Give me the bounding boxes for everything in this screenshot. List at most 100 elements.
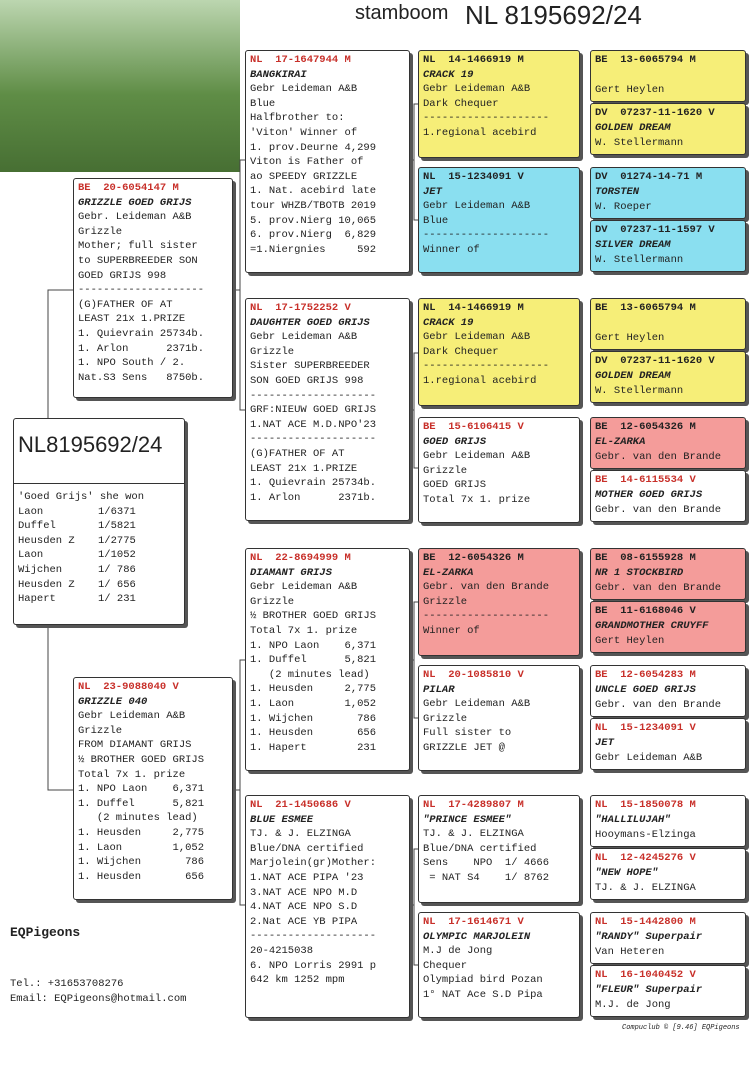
card-line: 6. prov.Nierg 6,829	[250, 229, 377, 242]
card-line: 6. NPO Lorris 2991 p	[250, 959, 377, 972]
pedigree-card: BE 12-6054326 M EL-ZARKA Gebr. van den Bra…	[418, 548, 580, 656]
pigeon-name: "PRINCE ESMEE"	[423, 813, 512, 826]
card-line: Van Heteren	[595, 946, 665, 958]
ring-number: BE 13-6065794 M	[595, 54, 696, 66]
card-line: 1. Duffel 5,821	[78, 797, 205, 810]
card-line: Gebr Leideman A&B	[250, 581, 358, 594]
card-line: 1. Quievrain 25734b.	[250, 477, 377, 490]
card-line: GOED GRIJS 998	[78, 269, 167, 282]
pigeon-name: MOTHER GOED GRIJS	[595, 489, 703, 501]
ring-number: BE 13-6065794 M	[595, 302, 696, 314]
card-line: --------------------	[250, 930, 377, 943]
pigeon-name: GRIZZLE 040	[78, 695, 148, 708]
card-line: Gert Heylen	[595, 84, 665, 96]
pigeon-name: EL-ZARKA	[423, 566, 474, 579]
card-line: FROM DIAMANT GRIJS	[78, 739, 192, 752]
card-line: GRIZZLE JET @	[423, 741, 505, 754]
card-line: 1.regional acebird	[423, 374, 537, 387]
pigeon-name: BLUE ESMEE	[250, 813, 314, 826]
result-value: 1/1052	[98, 549, 136, 562]
result-value: 1/ 786	[98, 563, 136, 576]
card-line: --------------------	[250, 389, 377, 402]
card-line: Gert Heylen	[595, 635, 665, 647]
card-line: tour WHZB/TBOTB 2019	[250, 199, 377, 212]
pedigree-card: BE 12-6054283 M UNCLE GOED GRIJS Gebr. van…	[590, 665, 746, 717]
pedigree-card: NL 17-1647944 M BANGKIRAI Gebr Leideman A&…	[245, 50, 410, 273]
result-row: Duffel 1/5821	[18, 519, 180, 534]
pigeon-name: OLYMPIC MARJOLEIN	[423, 930, 531, 943]
card-line: Blue/DNA certified	[423, 842, 537, 855]
pedigree-card: NL 23-9088040 V GRIZZLE 040 Gebr Leideman …	[73, 677, 233, 900]
card-line: 1. Heusden 2,775	[250, 683, 377, 696]
result-value: 1/6371	[98, 505, 136, 518]
card-line: 1. Heusden 2,775	[78, 826, 205, 839]
pigeon-name: EL-ZARKA	[595, 436, 646, 448]
card-line: --------------------	[250, 433, 377, 446]
card-line: 3.NAT ACE NPO M.D	[250, 886, 358, 899]
card-line: Total 7x 1. prize	[78, 768, 186, 781]
pedigree-card: NL 15-1234091 V JET Gebr Leideman A&B Blue -…	[418, 167, 580, 273]
pedigree-card: NL 17-1614671 V OLYMPIC MARJOLEIN M.J de J…	[418, 912, 580, 1018]
card-line: Dark Chequer	[423, 97, 499, 110]
card-line: W. Stellermann	[595, 137, 684, 149]
spacer	[595, 316, 741, 331]
card-line: 1. NPO Laon 6,371	[78, 783, 205, 796]
ring-number: BE 12-6054283 M	[595, 669, 696, 681]
card-line: = NAT S4 1/ 8762	[423, 871, 550, 884]
pigeon-name: GOLDEN DREAM	[595, 370, 671, 382]
pedigree-card: DV 07237-11-1597 V SILVER DREAM W. Steller…	[590, 220, 746, 272]
ring-number: DV 07237-11-1620 V	[595, 355, 715, 367]
ring-number: NL 12-4245276 V	[595, 852, 696, 864]
card-line: W. Stellermann	[595, 385, 684, 397]
pigeon-name: DIAMANT GRIJS	[250, 566, 332, 579]
card-line: (2 minutes lead)	[250, 668, 370, 681]
pedigree-card: NL 17-1752252 V DAUGHTER GOED GRIJS Gebr L…	[245, 298, 410, 521]
ring-number: NL 17-4289807 M	[423, 799, 524, 811]
result-value: 1/5821	[98, 520, 136, 533]
pedigree-card: NL 12-4245276 V "NEW HOPE" TJ. & J. ELZING…	[590, 848, 746, 900]
card-line: Full sister to	[423, 727, 512, 740]
card-line: Blue/DNA certified	[250, 842, 364, 855]
card-line: Blue	[250, 97, 276, 110]
result-row: Wijchen 1/ 786	[18, 563, 180, 578]
pigeon-name: SILVER DREAM	[595, 239, 671, 251]
ring-number: DV 07237-11-1620 V	[595, 107, 715, 119]
card-line: --------------------	[423, 360, 550, 373]
result-place: Wijchen	[18, 563, 63, 576]
card-line: Hooymans-Elzinga	[595, 829, 696, 841]
card-line: 1.regional acebird	[423, 126, 537, 139]
ring-number: BE 08-6155928 M	[595, 552, 696, 564]
card-line: 5. prov.Nierg 10,065	[250, 214, 377, 227]
card-line: 1. Duffel 5,821	[250, 654, 377, 667]
card-line: 1. Hapert 231	[250, 741, 377, 754]
pigeon-name: GRIZZLE GOED GRIJS	[78, 196, 192, 209]
result-row: Heusden Z 1/ 656	[18, 578, 180, 593]
card-line: 4.NAT ACE NPO S.D	[250, 901, 358, 914]
card-line: 1. Heusden 656	[250, 727, 377, 740]
card-line: 1. Wijchen 786	[250, 712, 377, 725]
ring-number: NL 15-1442800 M	[595, 916, 696, 928]
card-line: Gebr Leideman A&B	[250, 331, 358, 344]
pigeon-name: PILAR	[423, 683, 455, 696]
card-line: Grizzle	[250, 345, 295, 358]
result-value: 1/2775	[98, 534, 136, 547]
ring-number: DV 07237-11-1597 V	[595, 224, 715, 236]
card-line: 642 km 1252 mpm	[250, 974, 345, 987]
card-line: Gebr. van den Brande	[595, 451, 722, 463]
pedigree-card: BE 12-6054326 M EL-ZARKA Gebr. van den Bra…	[590, 417, 746, 469]
result-row: Hapert 1/ 231	[18, 592, 180, 607]
card-line: (2 minutes lead)	[78, 812, 198, 825]
pedigree-card: NL 14-1466919 M CRACK 19 Gebr Leideman A&B…	[418, 298, 580, 406]
pedigree-card: NL 22-8694999 M DIAMANT GRIJS Gebr Leidema…	[245, 548, 410, 771]
card-line: Gebr. van den Brande	[595, 582, 722, 594]
card-line: --------------------	[423, 229, 550, 242]
result-place: Hapert	[18, 593, 56, 606]
card-line: Grizzle	[423, 712, 468, 725]
pedigree-card: NL 21-1450686 V BLUE ESMEE TJ. & J. ELZING…	[245, 795, 410, 1018]
card-line: Grizzle	[423, 595, 468, 608]
ring-number: NL 14-1466919 M	[423, 54, 524, 66]
subject-intro: 'Goed Grijs' she won	[18, 491, 145, 503]
card-line: SON GOED GRIJS 998	[250, 374, 364, 387]
result-row: Laon 1/1052	[18, 548, 180, 563]
pedigree-card: NL 14-1466919 M CRACK 19 Gebr Leideman A&B…	[418, 50, 580, 158]
